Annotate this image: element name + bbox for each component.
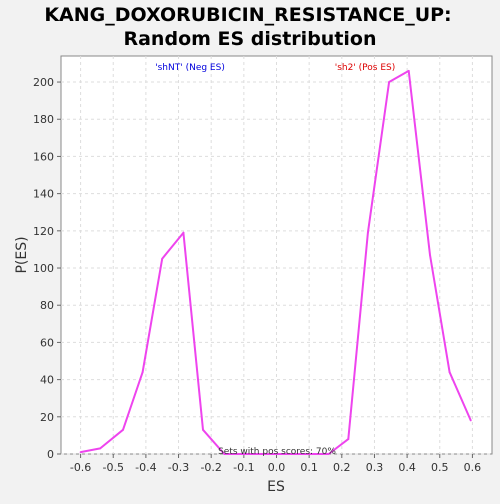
y-tick-label: 80 — [40, 299, 54, 312]
data-point — [202, 429, 204, 431]
x-tick-label: -0.5 — [103, 461, 124, 474]
data-point — [449, 371, 451, 373]
x-tick-label: -0.3 — [168, 461, 189, 474]
x-tick-label: 0.2 — [333, 461, 351, 474]
y-axis-label: P(ES) — [14, 236, 30, 273]
data-point — [388, 81, 390, 83]
data-point — [429, 254, 431, 256]
data-point — [367, 232, 369, 234]
y-tick-label: 140 — [33, 188, 54, 201]
x-tick-label: 0.1 — [300, 461, 318, 474]
x-tick-label: 0.3 — [366, 461, 384, 474]
x-tick-label: 0.6 — [464, 461, 482, 474]
x-tick-label: -0.4 — [135, 461, 156, 474]
y-tick-label: 180 — [33, 113, 54, 126]
chart-title-line2: Random ES distribution — [123, 28, 376, 50]
x-tick-label: 0.4 — [398, 461, 416, 474]
y-tick-label: 160 — [33, 150, 54, 163]
x-axis-label: ES — [267, 479, 285, 495]
data-point — [161, 258, 163, 260]
neg-es-label: 'shNT' (Neg ES) — [155, 63, 225, 73]
y-tick-label: 200 — [33, 76, 54, 89]
y-tick-label: 120 — [33, 225, 54, 238]
data-point — [347, 438, 349, 440]
x-tick-label: 0.0 — [268, 461, 286, 474]
sets-pos-scores-label: Sets with pos scores: 70% — [218, 447, 336, 457]
x-tick-label: 0.5 — [431, 461, 449, 474]
y-tick-label: 0 — [47, 448, 54, 461]
y-tick-label: 20 — [40, 411, 54, 424]
data-point — [142, 371, 144, 373]
data-point — [99, 448, 101, 450]
x-tick-label: -0.2 — [200, 461, 221, 474]
data-point — [183, 232, 185, 234]
chart-title-line1: KANG_DOXORUBICIN_RESISTANCE_UP: — [44, 4, 451, 26]
y-tick-label: 100 — [33, 262, 54, 275]
x-tick-label: -0.6 — [70, 461, 91, 474]
data-point — [80, 451, 82, 453]
pos-es-label: 'sh2' (Pos ES) — [335, 63, 396, 73]
data-point — [408, 70, 410, 72]
data-point — [470, 420, 472, 422]
data-point — [122, 429, 124, 431]
y-tick-label: 40 — [40, 374, 54, 387]
x-tick-label: -0.1 — [233, 461, 254, 474]
y-tick-label: 60 — [40, 336, 54, 349]
